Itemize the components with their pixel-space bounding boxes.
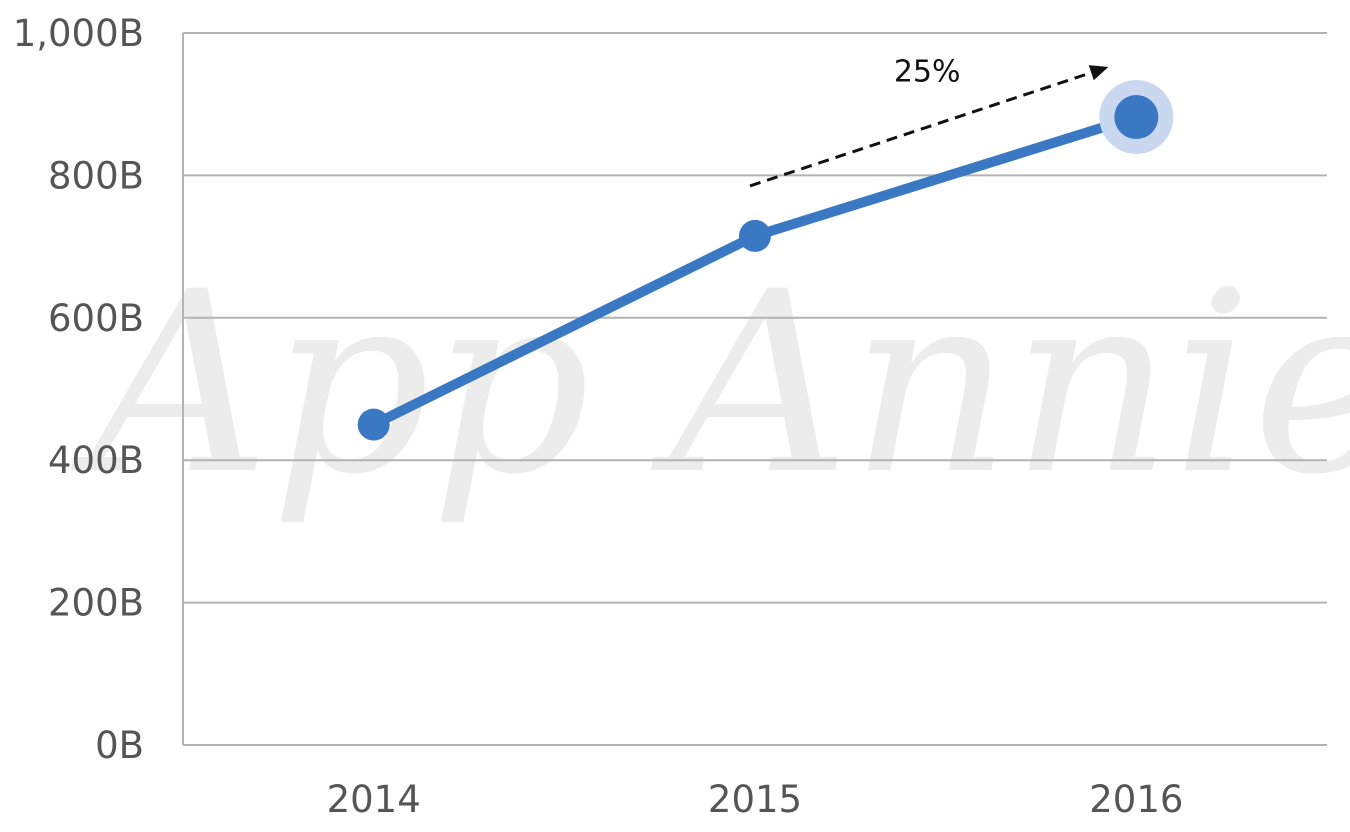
- y-tick-label: 400B: [48, 439, 144, 482]
- growth-arrow: [749, 68, 1099, 188]
- x-tick-label: 2015: [708, 778, 802, 821]
- growth-annotation: 25%: [749, 54, 1109, 188]
- data-point: [357, 408, 390, 441]
- gridlines: [183, 32, 1327, 746]
- data-point: [1114, 95, 1159, 140]
- watermark-logo: App Annie: [70, 238, 1350, 529]
- data-point: [739, 219, 771, 252]
- series: [357, 80, 1174, 441]
- y-tick-label: 800B: [48, 154, 144, 197]
- x-tick-label: 2014: [327, 778, 421, 821]
- y-tick-label: 0B: [95, 724, 144, 767]
- growth-label: 25%: [894, 54, 961, 89]
- y-axis: 0B 200B 400B 600B 800B 1,000B: [13, 12, 184, 767]
- y-tick-label: 200B: [48, 582, 144, 625]
- x-tick-label: 2016: [1089, 778, 1183, 821]
- y-tick-label: 600B: [48, 297, 144, 340]
- growth-arrowhead: [1088, 65, 1109, 81]
- x-axis: 2014 2015 2016: [327, 778, 1184, 821]
- y-tick-label: 1,000B: [13, 12, 144, 55]
